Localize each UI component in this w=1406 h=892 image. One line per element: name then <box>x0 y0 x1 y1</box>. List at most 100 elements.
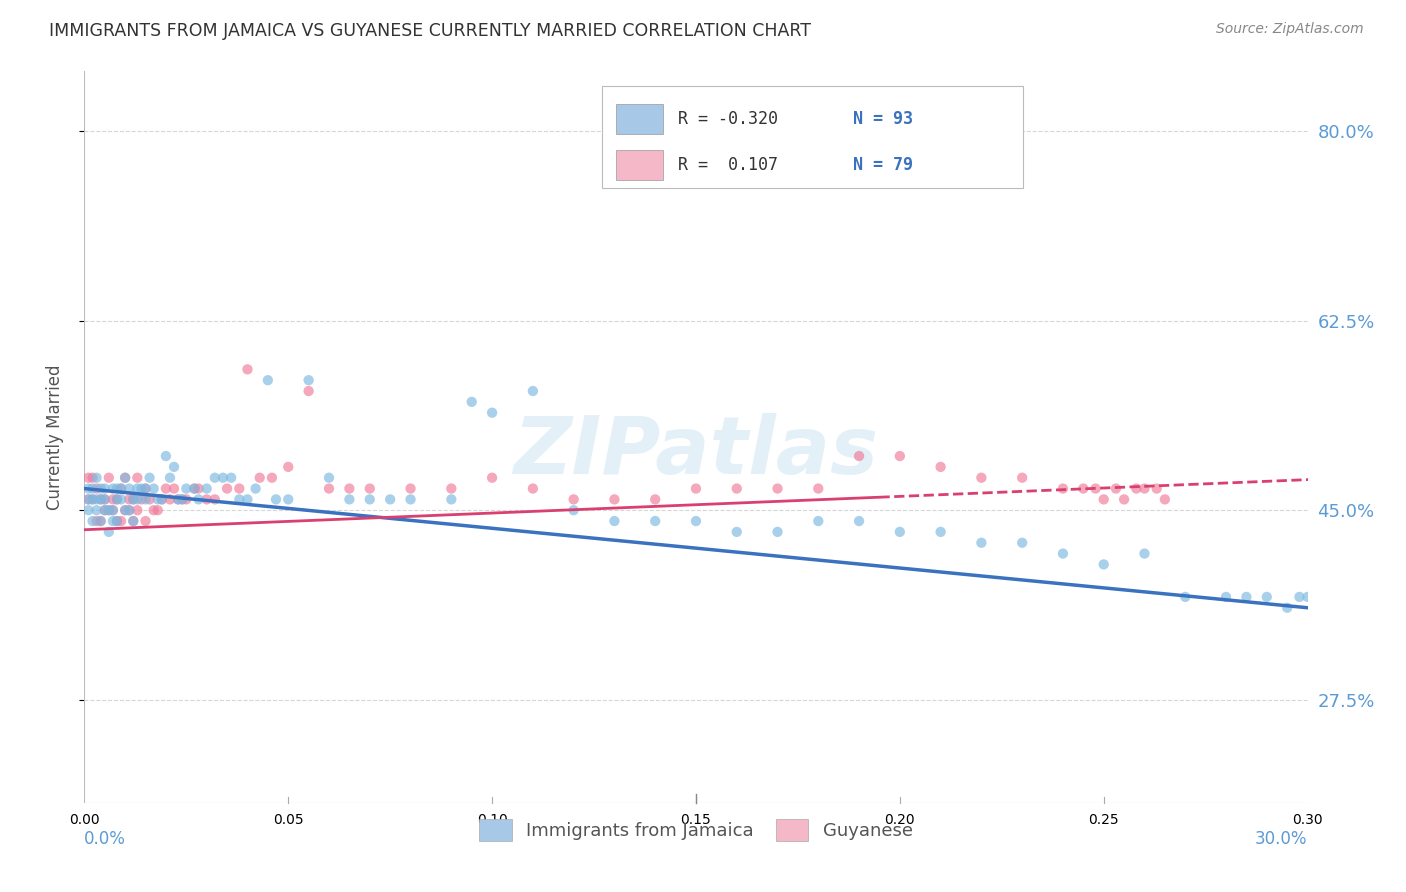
Point <box>219 471 242 485</box>
Point <box>889 449 911 463</box>
Point <box>90 514 112 528</box>
Point <box>135 482 157 496</box>
Point <box>204 492 226 507</box>
Point <box>172 492 194 507</box>
Point <box>105 514 128 528</box>
Point <box>1174 590 1197 604</box>
Point <box>228 492 250 507</box>
Text: IMMIGRANTS FROM JAMAICA VS GUYANESE CURRENTLY MARRIED CORRELATION CHART: IMMIGRANTS FROM JAMAICA VS GUYANESE CURR… <box>49 22 811 40</box>
Point <box>122 492 145 507</box>
Point <box>82 514 104 528</box>
Text: N = 93: N = 93 <box>852 110 912 128</box>
Point <box>93 503 115 517</box>
Point <box>183 482 205 496</box>
Point <box>118 492 141 507</box>
Point <box>77 482 100 496</box>
Point <box>159 492 181 507</box>
Point <box>114 503 136 517</box>
Point <box>970 471 993 485</box>
Point <box>93 482 115 496</box>
Point <box>766 482 789 496</box>
Point <box>1133 547 1156 561</box>
Point <box>86 482 108 496</box>
Point <box>150 492 173 507</box>
Point <box>260 471 283 485</box>
Point <box>110 514 132 528</box>
Point <box>114 471 136 485</box>
Point <box>90 514 112 528</box>
FancyBboxPatch shape <box>602 86 1022 188</box>
Point <box>339 482 361 496</box>
Point <box>848 449 870 463</box>
Point <box>101 492 124 507</box>
Point <box>1215 590 1237 604</box>
FancyBboxPatch shape <box>616 103 664 135</box>
Text: N = 79: N = 79 <box>852 156 912 174</box>
Point <box>146 503 169 517</box>
Point <box>603 492 626 507</box>
Point <box>1329 600 1351 615</box>
Text: Source: ZipAtlas.com: Source: ZipAtlas.com <box>1216 22 1364 37</box>
Point <box>236 362 259 376</box>
Point <box>1052 482 1074 496</box>
Point <box>77 492 100 507</box>
Point <box>522 482 544 496</box>
Point <box>562 503 585 517</box>
Point <box>644 492 666 507</box>
Point <box>264 492 287 507</box>
Text: 0.0%: 0.0% <box>84 830 127 848</box>
Point <box>1084 482 1107 496</box>
Point <box>97 503 120 517</box>
Point <box>155 482 177 496</box>
Point <box>150 492 173 507</box>
Point <box>142 503 165 517</box>
Point <box>685 514 707 528</box>
Point <box>86 514 108 528</box>
Point <box>481 471 503 485</box>
Point <box>174 492 197 507</box>
Point <box>1011 471 1033 485</box>
Point <box>90 492 112 507</box>
Point <box>212 471 235 485</box>
Point <box>1105 482 1128 496</box>
Point <box>318 471 340 485</box>
Point <box>159 471 181 485</box>
Point <box>217 482 239 496</box>
Point <box>110 482 132 496</box>
Point <box>380 492 402 507</box>
Point <box>118 482 141 496</box>
Point <box>277 459 299 474</box>
Point <box>277 492 299 507</box>
Point <box>131 482 153 496</box>
Point <box>187 482 209 496</box>
Point <box>970 535 993 549</box>
Point <box>163 482 186 496</box>
Point <box>118 503 141 517</box>
Text: 30.0%: 30.0% <box>1256 830 1308 848</box>
Point <box>461 395 484 409</box>
Point <box>90 482 112 496</box>
Point <box>807 482 830 496</box>
Point <box>86 503 108 517</box>
Point <box>114 503 136 517</box>
Point <box>86 492 108 507</box>
Point <box>298 384 321 398</box>
Point <box>167 492 190 507</box>
Point <box>135 514 157 528</box>
Point <box>766 524 789 539</box>
Point <box>1092 558 1115 572</box>
Point <box>228 482 250 496</box>
Point <box>1073 482 1095 496</box>
Point <box>245 482 267 496</box>
Point <box>155 449 177 463</box>
Point <box>807 514 830 528</box>
Point <box>97 524 120 539</box>
Point <box>82 482 104 496</box>
Point <box>122 514 145 528</box>
Point <box>685 482 707 496</box>
Point <box>1296 590 1319 604</box>
Text: R =  0.107: R = 0.107 <box>678 156 778 174</box>
Point <box>101 503 124 517</box>
Point <box>77 503 100 517</box>
Point <box>82 492 104 507</box>
